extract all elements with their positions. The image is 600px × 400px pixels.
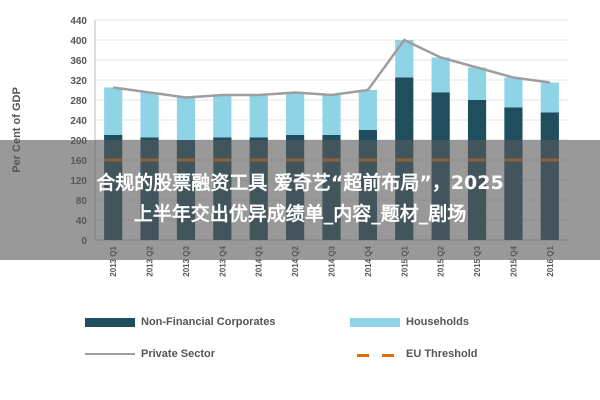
bar-households (540, 82, 559, 113)
legend-item-private-sector: Private Sector (85, 348, 215, 360)
x-tick-label: 2013 Q1 (109, 245, 118, 276)
x-tick-label: 2013 Q2 (146, 245, 155, 276)
x-tick-label: 2014 Q4 (364, 245, 373, 276)
bar-households (358, 90, 377, 130)
legend-label-households: Households (406, 316, 469, 328)
legend-swatch-corporates (85, 317, 135, 327)
legend-label-corporates: Non-Financial Corporates (141, 316, 276, 328)
bar-households (104, 87, 123, 135)
legend-swatch-households (350, 317, 400, 327)
caption-overlay (0, 140, 600, 260)
bar-households (504, 77, 523, 108)
y-tick-label: 280 (70, 96, 87, 107)
y-tick-label: 400 (70, 36, 87, 47)
caption-line-2: 上半年交出优异成绩单_内容_题材_剧场 (133, 203, 467, 225)
legend-item-households: Households (350, 316, 469, 328)
y-tick-label: 440 (70, 16, 87, 27)
x-tick-label: 2014 Q2 (291, 245, 300, 276)
x-tick-label: 2014 Q3 (328, 245, 337, 276)
legend-label-eu-threshold: EU Threshold (406, 348, 478, 360)
legend-label-private-sector: Private Sector (141, 348, 215, 360)
y-tick-label: 240 (70, 116, 87, 127)
legend: Non-Financial Corporates Households Priv… (0, 300, 600, 400)
y-tick-label: 360 (70, 56, 87, 67)
x-tick-label: 2015 Q3 (473, 245, 482, 276)
bar-households (213, 95, 232, 138)
x-tick-label: 2014 Q1 (255, 245, 264, 276)
legend-item-corporates: Non-Financial Corporates (85, 316, 275, 328)
bar-households (176, 97, 196, 140)
line-private-sector (113, 38, 550, 99)
bar-households (286, 92, 305, 135)
x-tick-label: 2015 Q4 (509, 245, 518, 276)
bar-households (322, 95, 341, 135)
x-tick-label: 2015 Q1 (400, 245, 409, 276)
legend-swatch-private-sector (85, 353, 135, 355)
caption-text: 合规的股票融资工具 爱奇艺“超前布局”，2025 上半年交出优异成绩单_内容_题… (0, 168, 600, 230)
x-ticks: 2013 Q1 2013 Q2 2013 Q3 2013 Q4 2014 Q1 2014 … (109, 245, 555, 276)
bar-households (431, 57, 450, 93)
x-tick-label: 2016 Q1 (546, 245, 555, 276)
bar-households (467, 67, 487, 100)
caption-line-1: 合规的股票融资工具 爱奇艺“超前布局”，2025 (96, 172, 504, 194)
x-tick-label: 2015 Q2 (437, 245, 446, 276)
bar-households (249, 95, 268, 138)
bar-households (395, 40, 414, 78)
x-tick-label: 2013 Q4 (218, 245, 227, 276)
x-tick-label: 2013 Q3 (182, 245, 191, 276)
bar-households (140, 92, 159, 138)
legend-item-eu-threshold: EU Threshold (350, 348, 478, 360)
y-tick-label: 320 (70, 76, 87, 87)
